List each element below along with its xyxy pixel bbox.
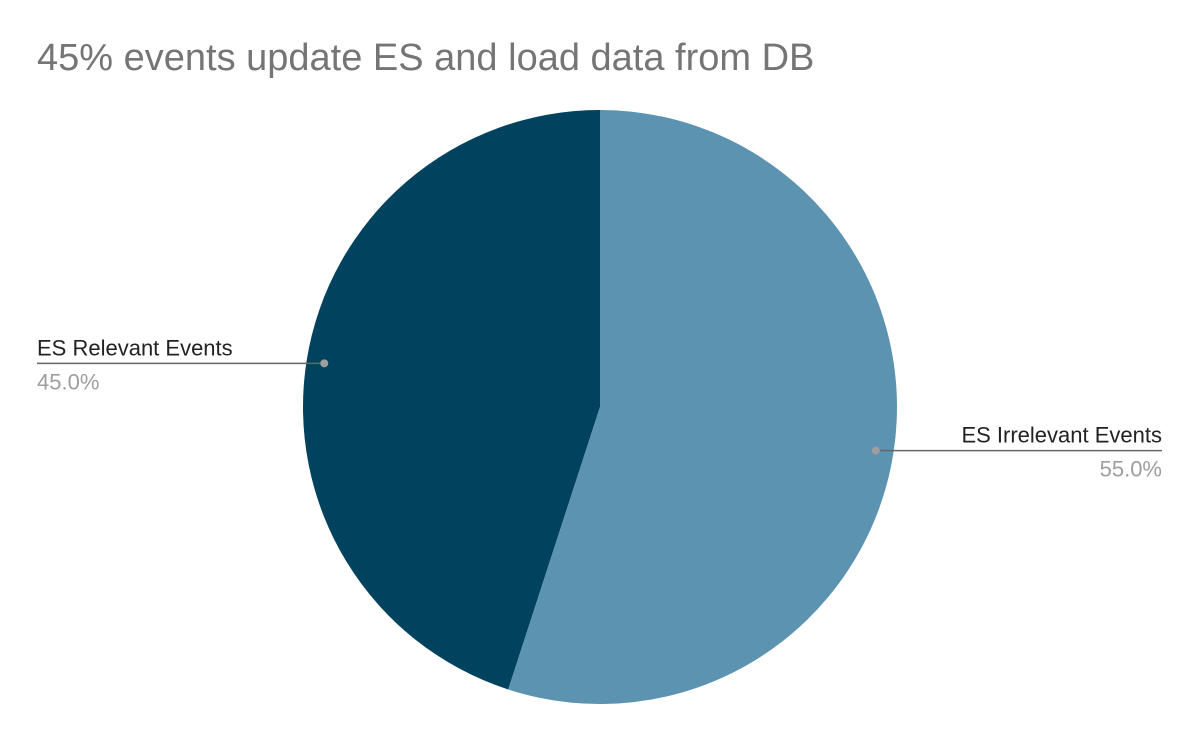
pie-slice-es-relevant-events (303, 110, 600, 690)
leader-dot-es-irrelevant-events (871, 446, 880, 455)
slice-value-es-irrelevant-events: 55.0% (1100, 457, 1162, 482)
slice-label-es-relevant-events: ES Relevant Events (37, 335, 233, 360)
pie-slice-es-irrelevant-events (508, 110, 898, 704)
pie-slices (303, 110, 898, 704)
leader-dot-es-relevant-events (320, 359, 329, 368)
slice-label-es-irrelevant-events: ES Irrelevant Events (961, 423, 1162, 448)
chart-title: 45% events update ES and load data from … (37, 37, 815, 79)
pie-leader-lines (37, 359, 1162, 455)
pie-labels: ES Relevant Events 45.0% ES Irrelevant Eve… (37, 335, 1162, 481)
slice-value-es-relevant-events: 45.0% (37, 369, 99, 394)
